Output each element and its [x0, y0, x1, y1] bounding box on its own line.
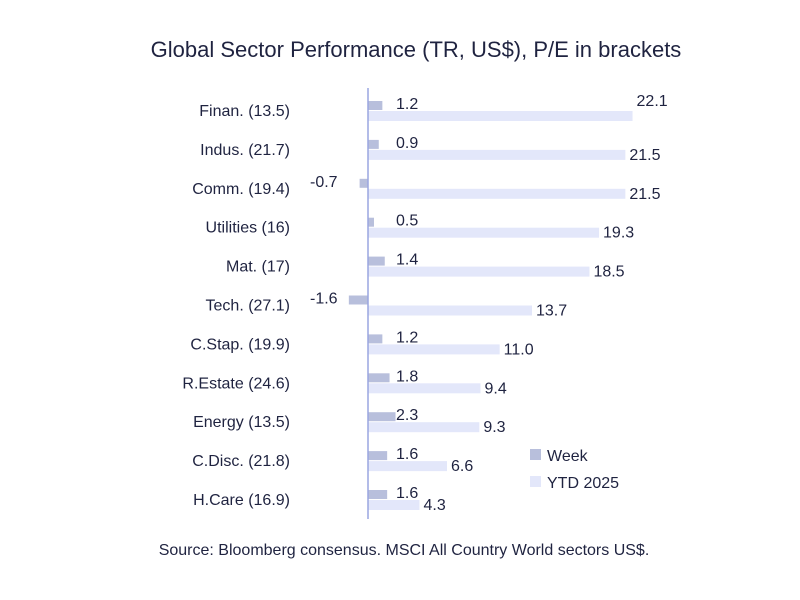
- category-label: Finan. (13.5): [199, 103, 290, 120]
- week-bar: [368, 373, 390, 383]
- chart-title: Global Sector Performance (TR, US$), P/E…: [151, 37, 682, 62]
- legend-swatch-week: [530, 449, 541, 460]
- category-label: Tech. (27.1): [206, 298, 290, 315]
- week-bar: [348, 295, 368, 305]
- category-label: C.Disc. (21.8): [192, 453, 290, 470]
- ytd-value-label: 11.0: [504, 341, 534, 358]
- week-bar: [368, 412, 396, 422]
- ytd-value-label: 4.3: [423, 497, 445, 514]
- week-value-label: 1.2: [396, 329, 418, 346]
- legend-label-week: Week: [547, 448, 589, 465]
- category-label: Indus. (21.7): [200, 142, 290, 159]
- week-value-label: 1.6: [396, 446, 418, 463]
- ytd-bar: [368, 266, 590, 277]
- category-label: C.Stap. (19.9): [190, 336, 290, 353]
- ytd-bar: [368, 227, 600, 238]
- legend-label-ytd: YTD 2025: [547, 475, 619, 492]
- week-value-label: 2.3: [396, 407, 418, 424]
- week-value-label: 1.2: [396, 96, 418, 113]
- bars-layer: [348, 101, 633, 510]
- week-value-label: -1.6: [310, 291, 338, 308]
- week-bar: [368, 256, 385, 266]
- week-value-label: 0.5: [396, 213, 418, 230]
- ytd-value-label: 6.6: [451, 458, 473, 475]
- category-label: Utilities (16): [206, 220, 290, 237]
- week-bar: [368, 139, 379, 149]
- ytd-value-label: 21.5: [629, 186, 660, 203]
- ytd-bar: [368, 111, 633, 121]
- legend: Week YTD 2025: [530, 448, 619, 492]
- ytd-bar: [368, 422, 480, 433]
- week-bar: [368, 490, 388, 499]
- category-label: H.Care (16.9): [193, 492, 290, 509]
- source-note: Source: Bloomberg consensus. MSCI All Co…: [159, 542, 650, 559]
- category-label: Energy (13.5): [193, 414, 290, 431]
- week-bar: [368, 451, 388, 461]
- week-bar: [368, 334, 383, 344]
- ytd-value-label: 19.3: [603, 225, 634, 242]
- week-value-label: 1.4: [396, 252, 418, 269]
- ytd-value-label: 9.3: [483, 419, 505, 436]
- ytd-bar: [368, 500, 420, 510]
- ytd-bar: [368, 188, 626, 199]
- ytd-bar: [368, 344, 500, 355]
- labels-layer: Finan. (13.5) 1.2 22.1 Indus. (21.7) 0.9 21.5…: [182, 93, 667, 514]
- ytd-bar: [368, 305, 532, 316]
- week-value-label: 1.6: [396, 485, 418, 502]
- legend-swatch-ytd: [530, 476, 541, 487]
- week-bar: [368, 101, 383, 110]
- week-value-label: 0.9: [396, 135, 418, 152]
- category-label: Comm. (19.4): [192, 181, 290, 198]
- ytd-bar: [368, 461, 448, 472]
- ytd-value-label: 13.7: [536, 303, 567, 320]
- ytd-value-label: 18.5: [593, 264, 624, 281]
- ytd-bar: [368, 149, 626, 160]
- week-value-label: -0.7: [310, 174, 338, 191]
- category-label: R.Estate (24.6): [182, 375, 290, 392]
- week-bar: [359, 178, 368, 188]
- ytd-value-label: 9.4: [485, 380, 507, 397]
- ytd-value-label: 22.1: [637, 93, 668, 110]
- category-label: Mat. (17): [226, 259, 290, 276]
- week-bar: [368, 217, 374, 227]
- week-value-label: 1.8: [396, 368, 418, 385]
- ytd-bar: [368, 383, 481, 394]
- ytd-value-label: 21.5: [629, 147, 660, 164]
